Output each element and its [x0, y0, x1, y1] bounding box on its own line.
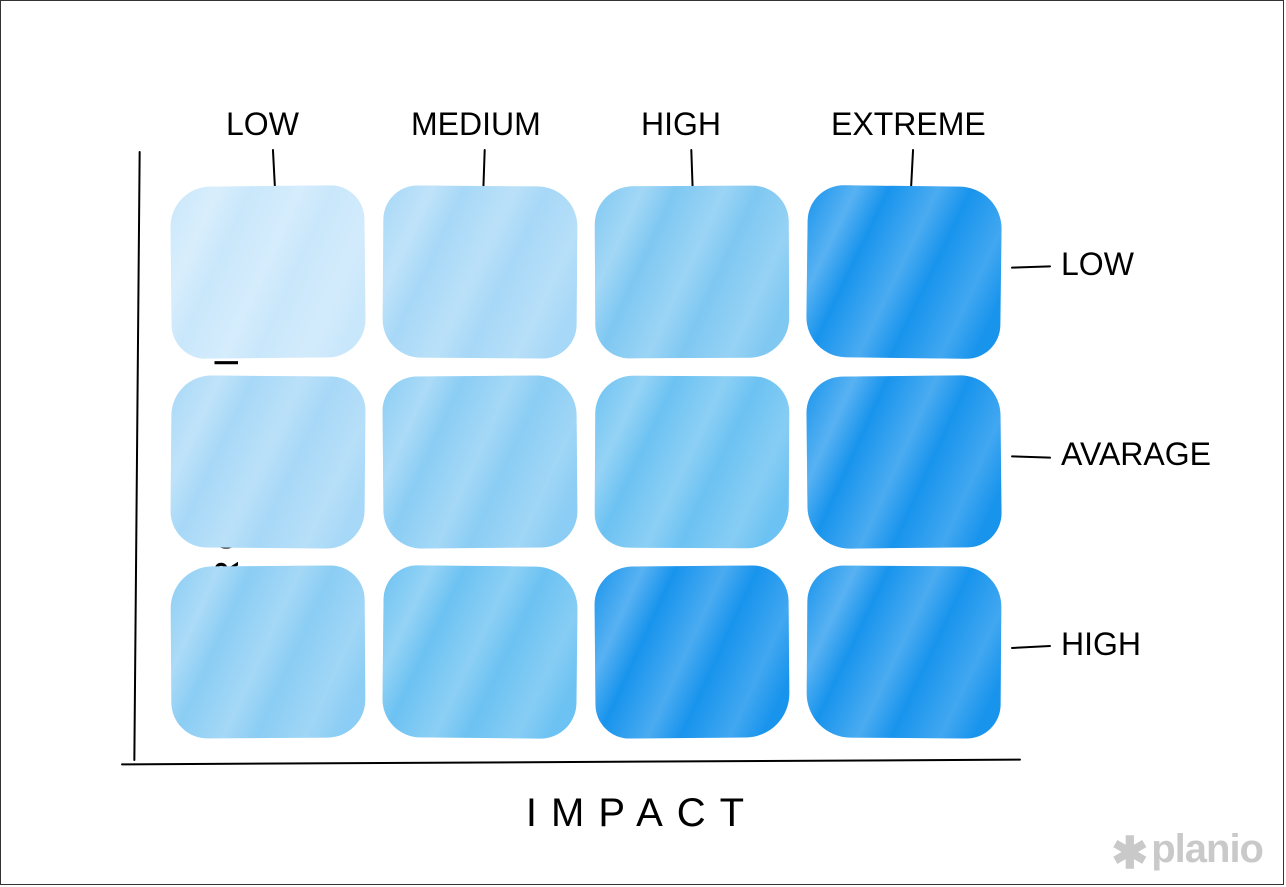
- matrix-cell: [170, 375, 365, 549]
- matrix-cell: [382, 565, 578, 739]
- watermark-text: planio: [1151, 827, 1263, 872]
- matrix-cell: [382, 185, 577, 358]
- x-axis-label: IMPACT: [1, 791, 1283, 836]
- col-header-medium: MEDIUM: [411, 106, 541, 143]
- watermark: ✱planio: [1111, 827, 1263, 872]
- matrix-cell: [594, 565, 789, 739]
- row-tick: [1011, 455, 1051, 458]
- asterisk-icon: ✱: [1111, 832, 1147, 876]
- row-header-high: HIGH: [1061, 626, 1141, 663]
- matrix-cell: [806, 565, 1001, 738]
- matrix-cell: [806, 375, 1002, 549]
- col-header-extreme: EXTREME: [831, 106, 986, 143]
- risk-matrix-grid: [171, 186, 1001, 738]
- matrix-cell: [806, 185, 1002, 359]
- col-header-high: HIGH: [641, 106, 721, 143]
- col-tick: [690, 149, 693, 191]
- col-tick: [910, 149, 914, 191]
- matrix-cell: [382, 375, 577, 549]
- col-header-low: LOW: [226, 106, 299, 143]
- row-header-low: LOW: [1061, 246, 1134, 283]
- col-tick: [482, 149, 485, 191]
- x-axis-line: [121, 759, 1021, 766]
- matrix-cell: [595, 185, 790, 358]
- diagram-frame: PROBABILITY IMPACT LOW MEDIUM HIGH EXTRE…: [0, 0, 1284, 885]
- row-tick: [1011, 265, 1051, 268]
- y-axis-line: [133, 151, 140, 761]
- matrix-cell: [170, 565, 365, 738]
- row-tick: [1011, 645, 1051, 649]
- matrix-cell: [595, 375, 790, 548]
- col-tick: [272, 149, 276, 191]
- matrix-cell: [170, 185, 366, 359]
- row-header-average: AVARAGE: [1061, 436, 1211, 473]
